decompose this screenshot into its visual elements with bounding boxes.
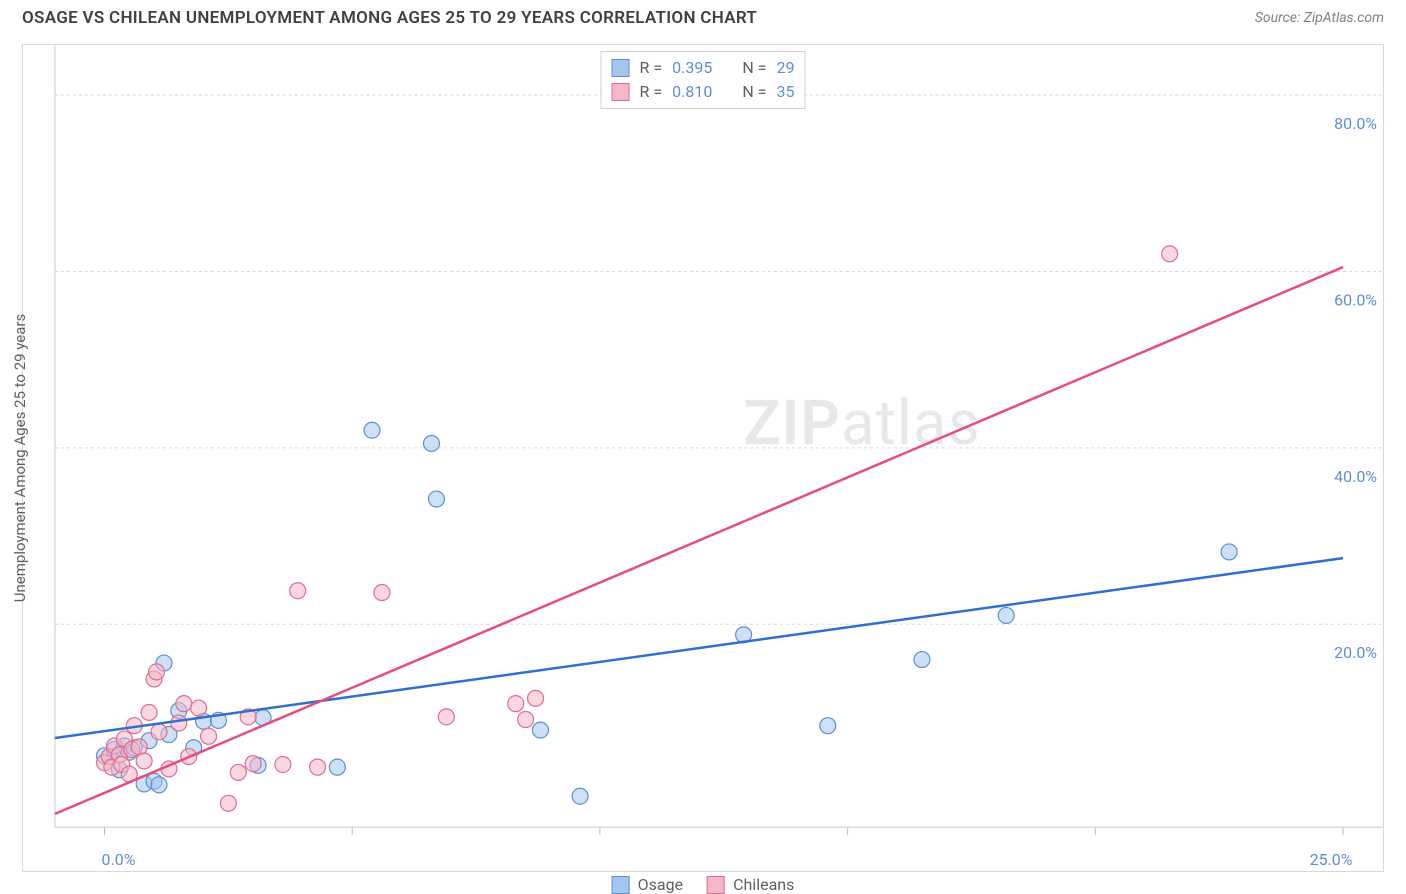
- legend-r-value: 0.810: [672, 80, 712, 104]
- legend-row: R = 0.810 N = 35: [612, 80, 795, 104]
- y-tick-labels: 20.0% 40.0% 60.0% 80.0%: [1334, 114, 1377, 662]
- data-point: [230, 764, 246, 780]
- x-tick-labels: 0.0% 25.0%: [102, 850, 1353, 869]
- series-legend: Osage Chileans: [612, 875, 795, 894]
- legend-r-label: R =: [640, 56, 663, 80]
- data-point: [998, 607, 1014, 623]
- svg-text:40.0%: 40.0%: [1334, 467, 1377, 486]
- data-point: [508, 696, 524, 712]
- legend-n-value: 35: [776, 80, 794, 104]
- data-point: [151, 724, 167, 740]
- data-point: [438, 709, 454, 725]
- data-point: [275, 757, 291, 773]
- data-point: [1221, 544, 1237, 560]
- data-point: [151, 777, 167, 793]
- data-point: [171, 715, 187, 731]
- data-point: [191, 700, 207, 716]
- data-point: [914, 652, 930, 668]
- scatter-points: [97, 246, 1238, 811]
- legend-label: Chileans: [733, 875, 794, 894]
- data-point: [141, 704, 157, 720]
- source-label: Source: ZipAtlas.com: [1255, 10, 1384, 26]
- legend-label: Osage: [638, 875, 683, 894]
- legend-r-value: 0.395: [672, 56, 712, 80]
- trend-lines: [55, 267, 1343, 814]
- legend-r-label: R =: [640, 80, 663, 104]
- legend-row: R = 0.395 N = 29: [612, 56, 795, 80]
- data-point: [374, 585, 390, 601]
- data-point: [136, 753, 152, 769]
- svg-text:80.0%: 80.0%: [1334, 114, 1377, 133]
- svg-text:25.0%: 25.0%: [1310, 850, 1353, 869]
- trend-line: [55, 267, 1343, 814]
- data-point: [423, 435, 439, 451]
- legend-swatch: [612, 876, 630, 894]
- legend-n-value: 29: [776, 56, 794, 80]
- data-point: [1162, 246, 1178, 262]
- data-point: [518, 712, 534, 728]
- data-point: [364, 422, 380, 438]
- correlation-legend: R = 0.395 N = 29 R = 0.810 N = 35: [601, 51, 806, 109]
- trend-line: [55, 558, 1343, 738]
- legend-swatch: [612, 59, 630, 77]
- data-point: [245, 756, 261, 772]
- data-point: [220, 795, 236, 811]
- chart-container: Unemployment Among Ages 25 to 29 years Z…: [22, 44, 1384, 872]
- data-point: [310, 759, 326, 775]
- data-point: [201, 728, 217, 744]
- data-point: [428, 491, 444, 507]
- legend-swatch: [612, 83, 630, 101]
- legend-item: Chileans: [707, 875, 794, 894]
- header: OSAGE VS CHILEAN UNEMPLOYMENT AMONG AGES…: [0, 0, 1406, 34]
- data-point: [820, 718, 836, 734]
- x-ticks: [104, 827, 1343, 835]
- data-point: [176, 696, 192, 712]
- legend-item: Osage: [612, 875, 683, 894]
- legend-n-label: N =: [742, 56, 766, 80]
- svg-text:20.0%: 20.0%: [1334, 643, 1377, 662]
- watermark: ZIPatlas: [743, 388, 981, 460]
- data-point: [329, 759, 345, 775]
- legend-swatch: [707, 876, 725, 894]
- data-point: [290, 583, 306, 599]
- data-point: [572, 788, 588, 804]
- data-point: [149, 664, 165, 680]
- svg-text:0.0%: 0.0%: [102, 850, 136, 869]
- data-point: [532, 722, 548, 738]
- y-gridlines: [55, 95, 1383, 624]
- chart-title: OSAGE VS CHILEAN UNEMPLOYMENT AMONG AGES…: [22, 8, 757, 28]
- legend-n-label: N =: [742, 80, 766, 104]
- data-point: [528, 690, 544, 706]
- scatter-plot: ZIPatlas 20.0% 40.0% 60.0% 80.0% 0.0% 25.0%: [23, 45, 1383, 871]
- svg-text:60.0%: 60.0%: [1334, 290, 1377, 309]
